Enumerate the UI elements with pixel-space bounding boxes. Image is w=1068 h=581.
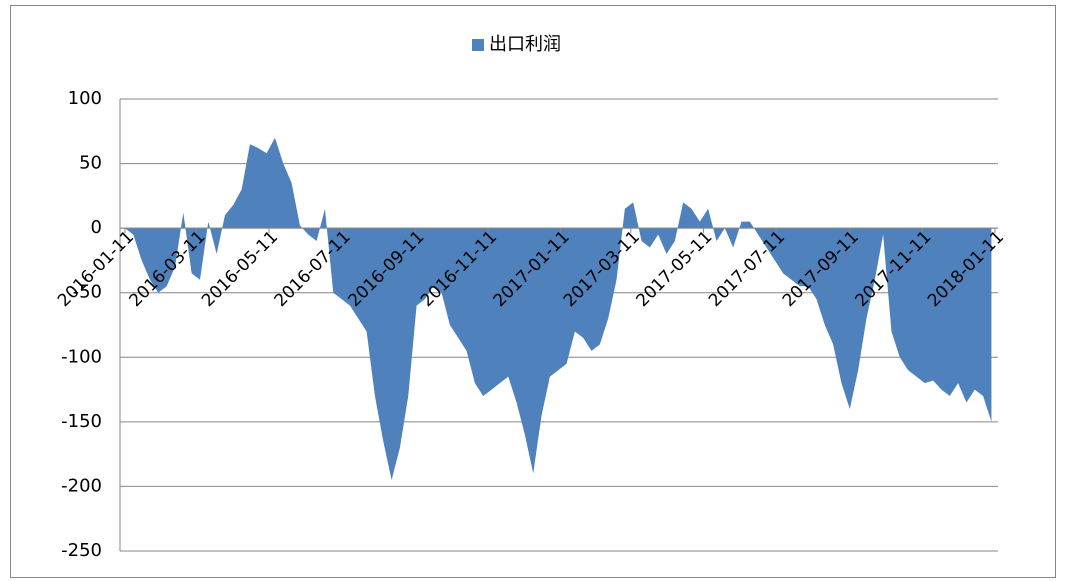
y-tick-label: 50 (79, 153, 102, 174)
y-tick-label: -50 (73, 282, 102, 303)
legend-swatch (472, 39, 484, 51)
y-tick-label: -250 (61, 540, 102, 561)
y-tick-label: -100 (61, 346, 102, 367)
area (125, 137, 992, 480)
y-tick-label: 100 (68, 88, 102, 109)
legend-label: 出口利润 (489, 34, 561, 55)
y-tick-label: -150 (61, 411, 102, 432)
y-tick-label: -200 (61, 475, 102, 496)
y-tick-label: 0 (91, 217, 102, 238)
